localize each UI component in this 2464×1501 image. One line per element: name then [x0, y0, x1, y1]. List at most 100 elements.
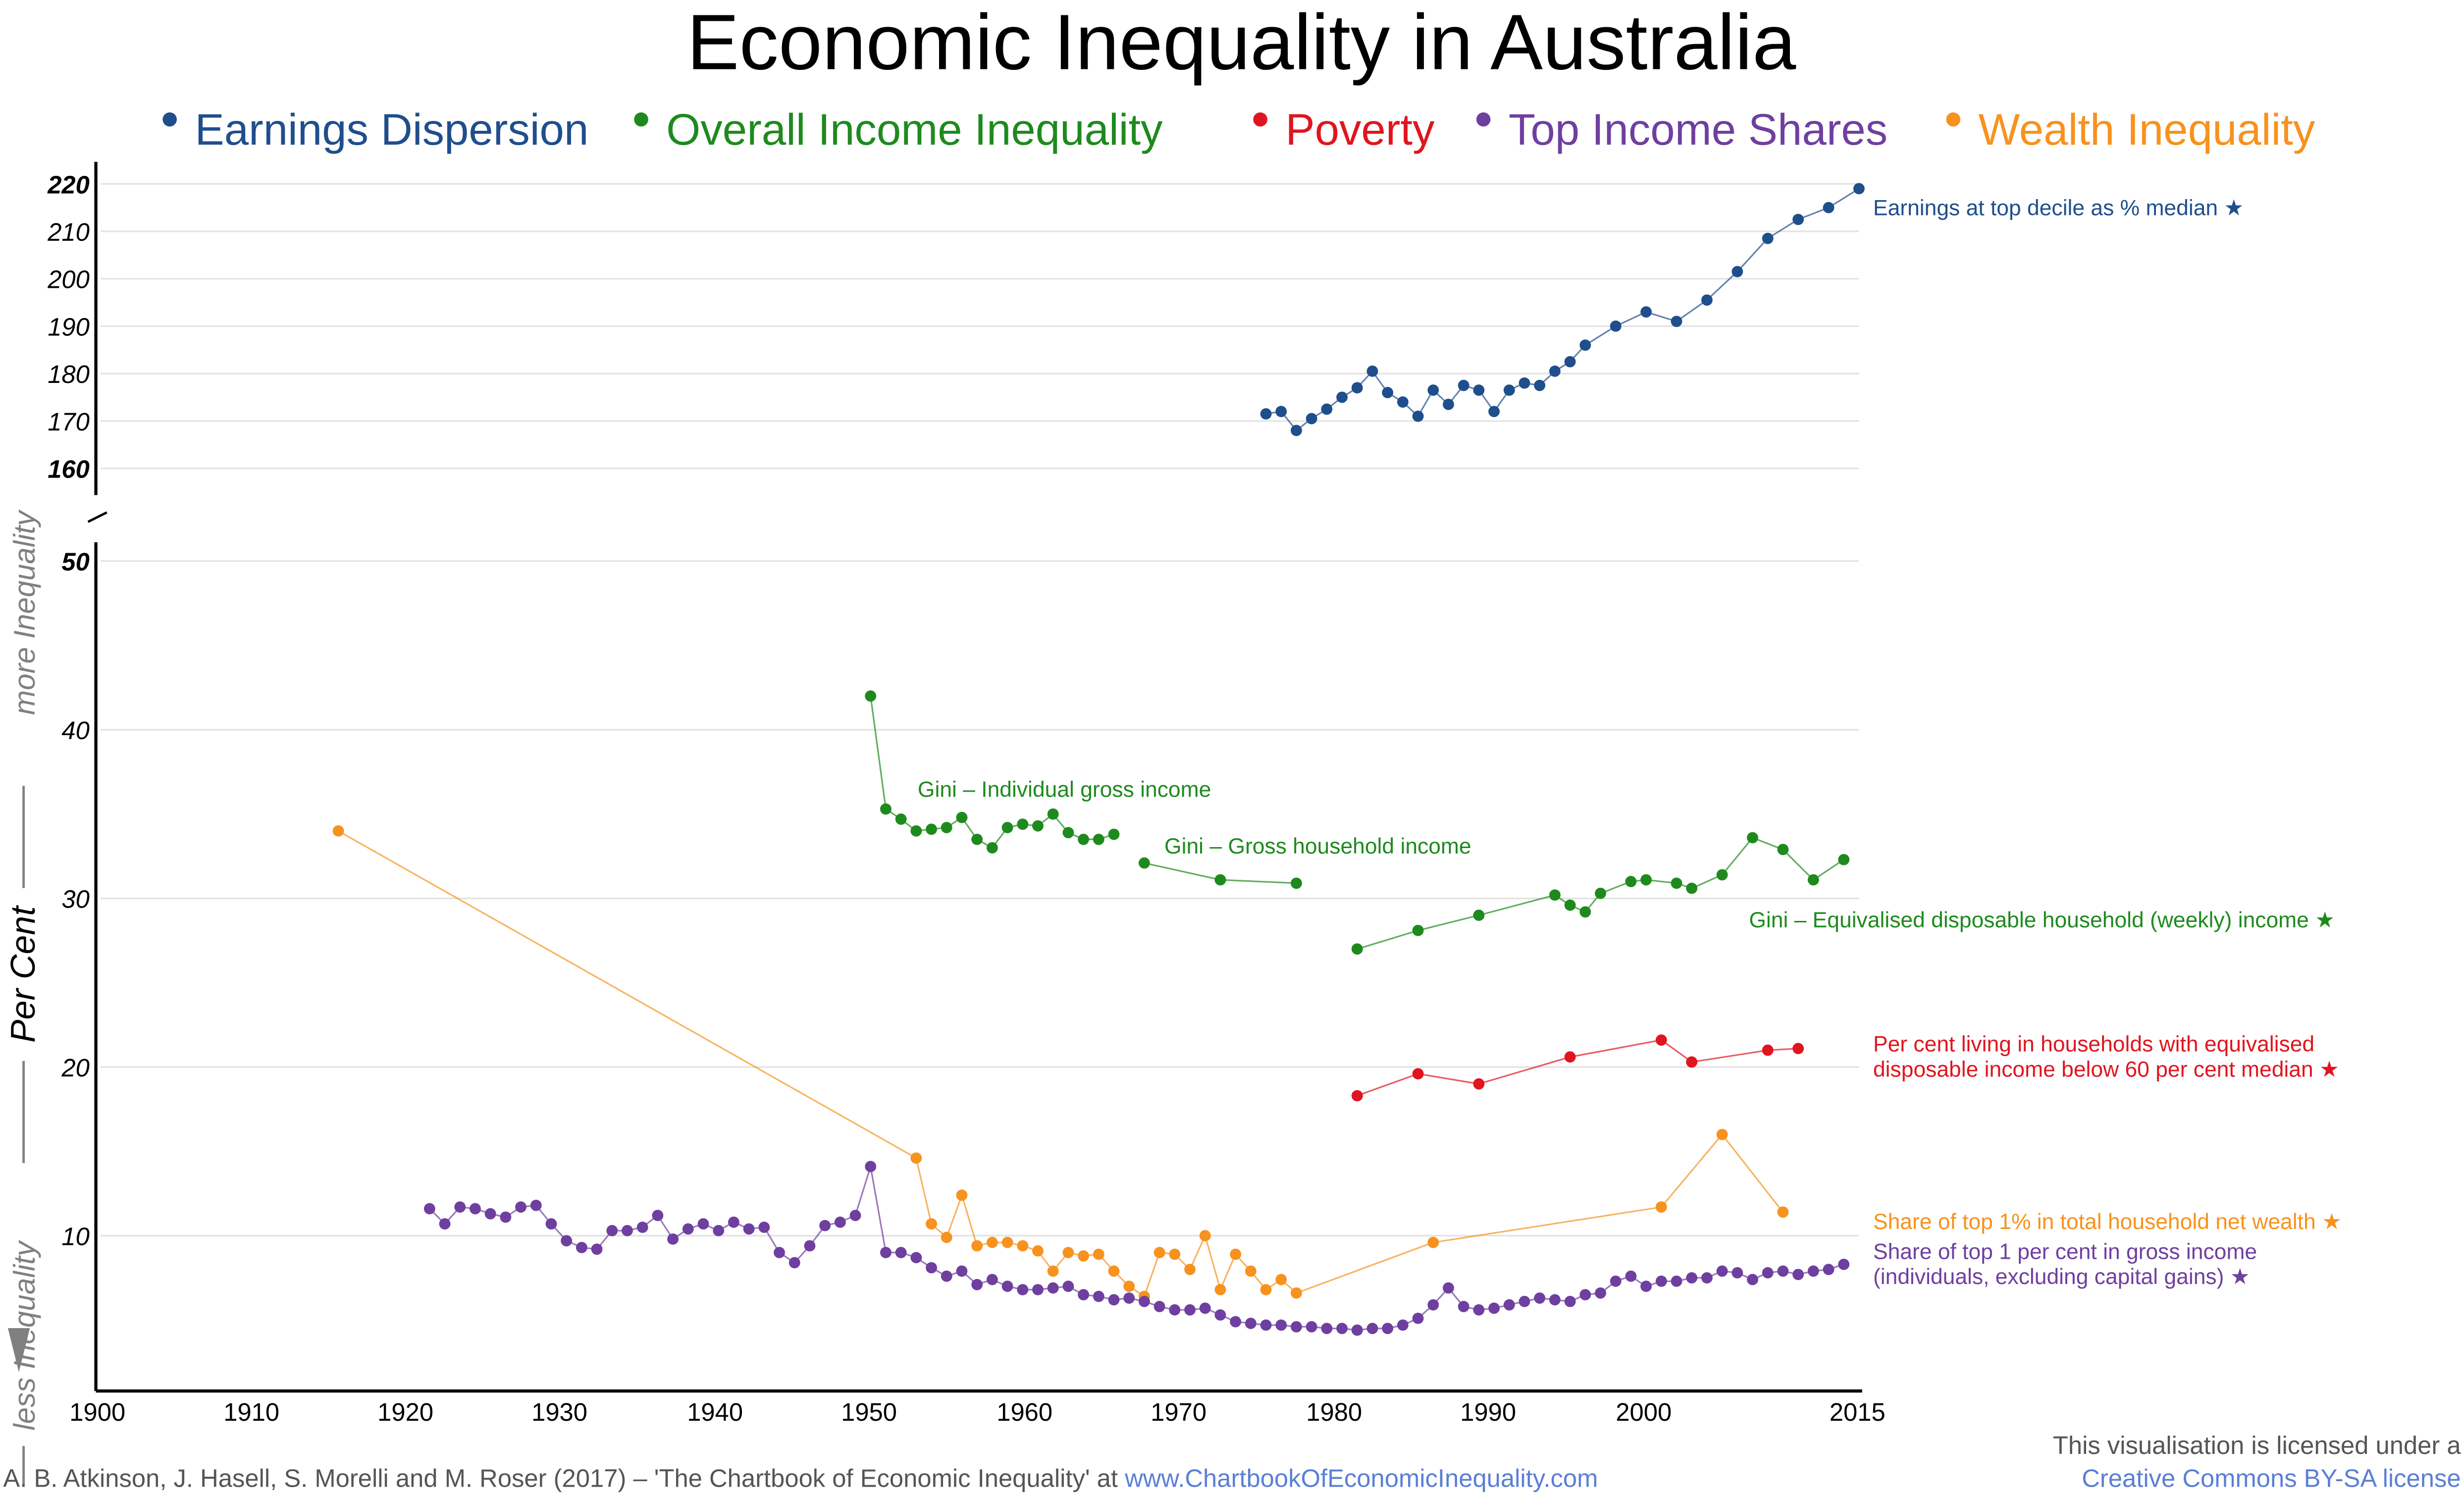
data-point [1807, 1265, 1819, 1277]
data-point [1488, 1302, 1500, 1314]
data-point [1671, 316, 1682, 327]
y-tick-label: 220 [47, 170, 90, 199]
data-point [1777, 844, 1789, 856]
y-tick-label: 50 [61, 548, 89, 576]
data-point [1686, 1272, 1698, 1284]
series-labels: Earnings at top decile as % median ★ Gini… [918, 196, 2342, 1289]
data-point [1579, 906, 1591, 918]
x-tick-label: 1930 [531, 1398, 587, 1426]
data-point [636, 1221, 648, 1233]
data-point [1838, 854, 1850, 865]
x-tick-label: 2000 [1616, 1398, 1672, 1426]
down-arrow-icon [7, 1328, 30, 1372]
data-point [1108, 1294, 1120, 1306]
data-point [1640, 306, 1652, 318]
legend: Earnings Dispersion Overall Income Inequa… [162, 105, 2315, 154]
data-point [1291, 425, 1302, 436]
y-tick-label: 20 [61, 1054, 89, 1082]
data-point [1595, 887, 1606, 899]
data-point [1762, 1044, 1774, 1056]
data-point [1579, 1289, 1591, 1301]
data-point [1245, 1265, 1257, 1277]
data-point [622, 1225, 633, 1236]
data-point [1230, 1248, 1242, 1260]
data-point [971, 1240, 983, 1252]
license-text: This visualisation is licensed under a [2053, 1431, 2461, 1459]
data-point [561, 1235, 573, 1247]
data-point [1306, 1321, 1317, 1333]
series-annotation: Share of top 1 per cent in gross income [1873, 1239, 2257, 1264]
data-point [788, 1257, 800, 1269]
data-point [1184, 1304, 1196, 1316]
data-point [1199, 1302, 1211, 1314]
data-point [1291, 1321, 1302, 1333]
data-point [1777, 1265, 1789, 1277]
data-point [439, 1218, 451, 1230]
y-tick-label: 160 [48, 455, 90, 483]
data-point [1078, 1250, 1090, 1262]
data-point [986, 1274, 998, 1286]
data-point [1169, 1248, 1181, 1260]
series-annotation: Gini – Individual gross income [918, 778, 1211, 802]
data-point [1853, 183, 1865, 195]
data-point [895, 813, 907, 825]
y-tick-label: 210 [47, 218, 90, 246]
series-overall-income-inequality [865, 690, 1120, 854]
data-point [515, 1201, 527, 1213]
data-point [1412, 1312, 1424, 1324]
data-point [1549, 1294, 1561, 1306]
data-point [1519, 377, 1530, 389]
data-point [1838, 1258, 1850, 1270]
data-point [1412, 410, 1424, 422]
data-point [545, 1218, 557, 1230]
data-point [1214, 874, 1226, 886]
data-point [1473, 1304, 1485, 1316]
y-tick-label: 40 [61, 716, 89, 745]
license-link[interactable]: Creative Commons BY-SA license [2082, 1464, 2461, 1492]
x-tick-label: 1960 [996, 1398, 1052, 1426]
data-point [941, 822, 952, 833]
data-point [1716, 1265, 1728, 1277]
data-point [1032, 1284, 1044, 1295]
data-point [1655, 1201, 1667, 1213]
data-point [1716, 869, 1728, 881]
data-point [1412, 1068, 1424, 1080]
citation-link[interactable]: www.ChartbookOfEconomicInequality.com [1124, 1464, 1598, 1492]
data-point [971, 833, 983, 845]
data-point [1579, 339, 1591, 351]
data-point [1762, 232, 1774, 244]
data-point [1458, 379, 1469, 391]
y-tick-label: 10 [61, 1222, 89, 1250]
data-point [728, 1216, 739, 1228]
data-point [910, 825, 922, 837]
data-point [1351, 943, 1363, 955]
data-point [1032, 820, 1044, 832]
data-point [1686, 1056, 1698, 1068]
data-point [1199, 1230, 1211, 1241]
data-point [1671, 877, 1682, 889]
data-point [1686, 882, 1698, 894]
data-point [697, 1218, 709, 1230]
data-point [470, 1203, 481, 1215]
data-point [1062, 1247, 1074, 1258]
data-point [332, 825, 344, 837]
data-point [1062, 827, 1074, 839]
data-point [1564, 1051, 1576, 1063]
x-tick-label: 1940 [687, 1398, 743, 1426]
legend-marker [1476, 112, 1491, 127]
data-point [1351, 382, 1363, 394]
data-point [1001, 822, 1013, 833]
series-annotation: Gini – Gross household income [1164, 834, 1471, 858]
y-tick-label: 180 [48, 360, 90, 388]
series-layer [332, 183, 1865, 1336]
y-tick-label: 30 [61, 885, 89, 913]
data-point [1184, 1264, 1196, 1275]
data-point [1564, 899, 1576, 911]
chart-title: Economic Inequality in Australia [687, 0, 1796, 86]
data-point [986, 1236, 998, 1248]
data-point [591, 1243, 603, 1255]
data-point [1078, 1289, 1090, 1301]
data-point [1108, 828, 1120, 840]
data-point [1321, 403, 1333, 415]
data-point [849, 1210, 861, 1222]
